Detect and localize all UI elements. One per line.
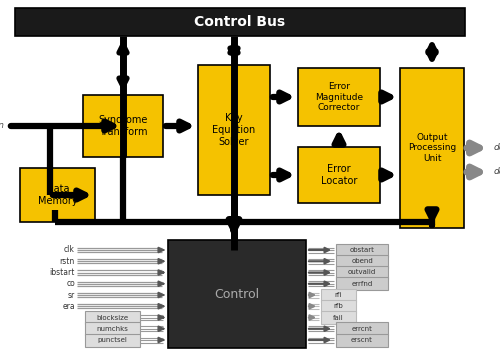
Bar [15, 8, 465, 36]
Text: din: din [0, 122, 5, 130]
Text: Control: Control [214, 287, 260, 300]
Text: Error
Locator: Error Locator [321, 164, 357, 186]
Text: Syndrome
Transform: Syndrome Transform [98, 115, 148, 137]
Text: fail: fail [333, 314, 344, 321]
Text: ibstart: ibstart [50, 268, 75, 277]
Text: Data
Memory: Data Memory [38, 184, 78, 206]
Text: Error
Magnitude
Corrector: Error Magnitude Corrector [315, 82, 363, 112]
Bar [336, 266, 388, 279]
Bar [336, 322, 388, 335]
Bar [336, 277, 388, 290]
Bar [298, 147, 380, 203]
Bar [321, 300, 356, 313]
Text: errcnt: errcnt [352, 326, 372, 332]
Bar [321, 311, 356, 324]
Text: sr: sr [68, 291, 75, 300]
Text: co: co [66, 279, 75, 288]
Bar [168, 240, 306, 348]
Text: blocksize: blocksize [96, 314, 128, 321]
Text: rstn: rstn [60, 257, 75, 266]
Bar [321, 288, 356, 301]
Bar [20, 168, 95, 222]
Bar [85, 311, 140, 324]
Text: obstart: obstart [350, 247, 374, 253]
Text: Control Bus: Control Bus [194, 15, 286, 29]
Bar [400, 68, 464, 228]
Text: rfi: rfi [335, 292, 342, 298]
Text: dout: dout [494, 144, 500, 152]
Bar [336, 255, 388, 268]
Bar [85, 322, 140, 335]
Text: ddel: ddel [494, 168, 500, 177]
Text: era: era [62, 302, 75, 311]
Bar [198, 65, 270, 195]
Text: punctsel: punctsel [98, 337, 128, 343]
Text: erscnt: erscnt [351, 337, 373, 343]
Bar [85, 334, 140, 347]
Text: Output
Processing
Unit: Output Processing Unit [408, 133, 456, 163]
Text: obend: obend [351, 258, 373, 264]
Bar [336, 334, 388, 347]
Text: Key
Equation
Solver: Key Equation Solver [212, 113, 256, 147]
Bar [298, 68, 380, 126]
Text: rfb: rfb [334, 303, 344, 309]
Bar [83, 95, 163, 157]
Text: outvalid: outvalid [348, 270, 376, 275]
Text: errfnd: errfnd [352, 281, 372, 287]
Text: numchks: numchks [96, 326, 128, 332]
Text: clk: clk [64, 245, 75, 255]
Bar [336, 244, 388, 257]
